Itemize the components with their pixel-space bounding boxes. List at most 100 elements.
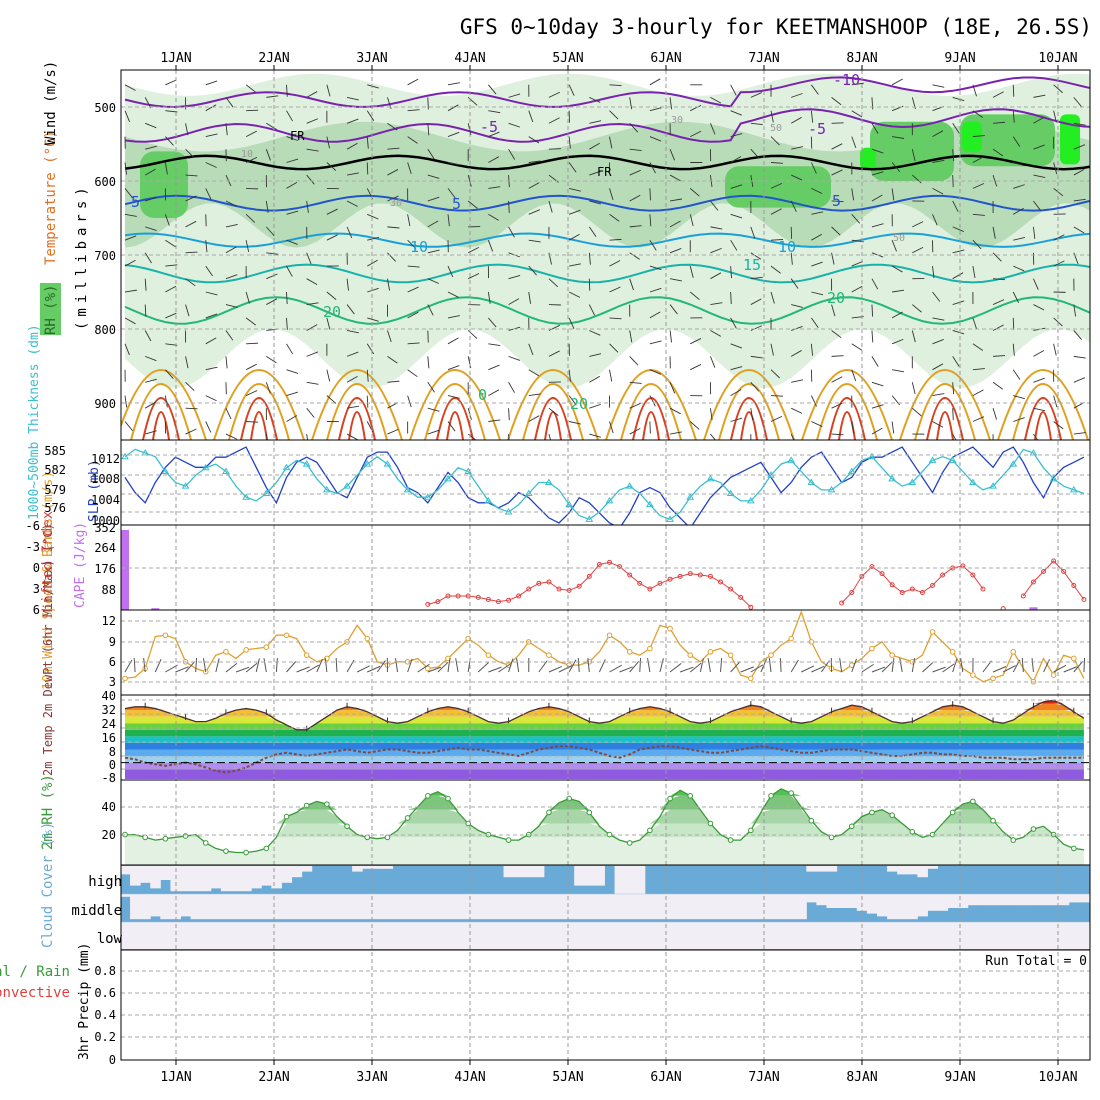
wind-barb [952, 123, 960, 134]
wind-barb [165, 285, 177, 293]
wind-barb [508, 408, 510, 421]
wind-barb [629, 428, 641, 435]
wind-barb [730, 84, 737, 96]
lifted-line [841, 565, 984, 604]
wind-barb [609, 84, 622, 86]
wind-barb [1013, 184, 1025, 189]
day-label: 3JAN [356, 51, 387, 66]
wind-barb [629, 278, 634, 291]
wind-barb [952, 272, 964, 280]
wind-barb [932, 84, 945, 88]
cloud-clear-cell [210, 894, 222, 920]
wind-barb [669, 248, 682, 254]
wind-barb [346, 172, 359, 176]
lifted-point [980, 586, 986, 592]
warm-contour [534, 397, 572, 440]
lifted-point [657, 580, 663, 586]
warm-contour [240, 397, 278, 440]
wind-barb [629, 402, 641, 409]
wind-barb [346, 405, 359, 409]
cloud-level-middle: middle [71, 903, 122, 919]
wind-barb [508, 200, 510, 213]
cloud-clear-cell [988, 922, 999, 949]
cloud-clear-cell [1048, 922, 1060, 949]
wind-barb [488, 156, 500, 163]
wind-barb [689, 214, 694, 227]
wind-line-point [1010, 649, 1017, 655]
wind-barb [225, 304, 238, 308]
warm-contour [348, 411, 366, 440]
cloud-level-low: low [97, 931, 123, 947]
ytick: 40 [102, 800, 116, 814]
cloud-clear-cell [745, 922, 757, 949]
wind-barb [225, 200, 237, 207]
cloud-clear-cell [836, 894, 848, 908]
wind-barb [306, 252, 312, 265]
rh-line-point [324, 801, 330, 807]
temperature-series [121, 699, 1090, 779]
cloud-clear-cell [382, 922, 393, 949]
surface-barb [679, 666, 694, 673]
cloud-clear-cell [967, 894, 979, 906]
cloud-clear-cell [160, 866, 171, 880]
wind-line-point [788, 635, 794, 642]
wind-barb [770, 110, 774, 123]
wind-barb [165, 110, 178, 113]
thickness-line-point [262, 489, 271, 497]
wind-barb [649, 239, 657, 251]
lifted-point [1041, 569, 1047, 574]
wind-barb [225, 274, 238, 280]
wind-barb [447, 421, 456, 432]
wind-barb [366, 395, 369, 408]
wind-barb [851, 369, 857, 382]
wind-barb [407, 162, 412, 175]
cloud-clear-cell [776, 922, 787, 949]
wind-barb [1013, 207, 1024, 215]
wind-barb [831, 330, 842, 339]
cloud-clear-cell [453, 894, 464, 920]
rh-line-point [970, 798, 976, 805]
wind-barb [346, 142, 358, 150]
cloud-clear-cell [220, 894, 232, 920]
wind-barb [528, 393, 541, 397]
wind-barb [730, 366, 743, 371]
cloud-clear-cell [513, 922, 525, 949]
wind-barb [952, 96, 965, 102]
wind-barb [1033, 407, 1046, 412]
cloud-clear-cell [331, 894, 343, 920]
lifted-point [1030, 579, 1036, 585]
lifted-point [1020, 593, 1026, 599]
lifted-point [899, 590, 905, 595]
wind-barb [871, 304, 874, 317]
rh-band [125, 837, 1084, 865]
wind-barb [1073, 168, 1085, 176]
cloud-clear-cell [644, 922, 656, 949]
cloud-clear-cell [382, 866, 393, 869]
wind-barb [972, 156, 984, 163]
ytick: 16 [102, 731, 116, 745]
wind-barb [851, 136, 857, 149]
wind-barb [649, 369, 662, 375]
lifted-point [586, 573, 592, 579]
contour-label: 10 [778, 238, 796, 256]
rh-line-point [344, 823, 350, 830]
upper-rh-label: RH (%) [43, 284, 59, 335]
wind-barb [649, 340, 662, 345]
wind-barb [891, 188, 895, 201]
wind-barb [589, 142, 600, 150]
wind-line-point [990, 675, 996, 682]
cloud-clear-cell [584, 894, 595, 920]
contour-label: FR [290, 129, 305, 143]
wind-barb [306, 118, 318, 124]
wind-barb [407, 286, 419, 293]
cloud-clear-cell [937, 922, 949, 949]
wind-barb [508, 226, 515, 238]
temp-band [125, 736, 1084, 743]
wind-barb [1033, 94, 1046, 98]
rh-line-point [788, 790, 794, 796]
surface-barb [619, 666, 633, 673]
ytick: 176 [94, 562, 116, 576]
day-label: 5JAN [552, 1070, 583, 1085]
surface-barb [577, 657, 580, 673]
wind-barb [1013, 237, 1026, 241]
